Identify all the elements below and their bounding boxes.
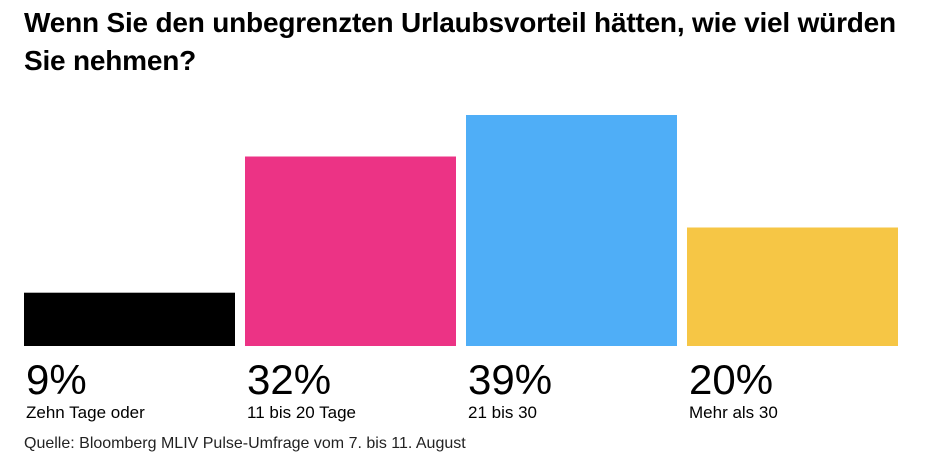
category-label-2: 11 bis 20 Tage bbox=[247, 403, 356, 422]
category-label-4: Mehr als 30 bbox=[689, 403, 778, 422]
bar-3 bbox=[466, 115, 677, 346]
value-label-2: 32% bbox=[247, 356, 331, 403]
category-label-1: Zehn Tage oder bbox=[26, 403, 145, 422]
source-note: Quelle: Bloomberg MLIV Pulse-Umfrage vom… bbox=[24, 435, 466, 452]
bar-4 bbox=[687, 227, 898, 346]
bar-2 bbox=[245, 156, 456, 346]
chart-title: Wenn Sie den unbegrenzten Urlaubsvorteil… bbox=[24, 7, 896, 76]
value-label-3: 39% bbox=[468, 356, 552, 403]
bar-1 bbox=[24, 292, 235, 346]
value-label-4: 20% bbox=[689, 356, 773, 403]
value-label-1: 9% bbox=[26, 356, 87, 403]
category-label-3: 21 bis 30 bbox=[468, 403, 537, 422]
